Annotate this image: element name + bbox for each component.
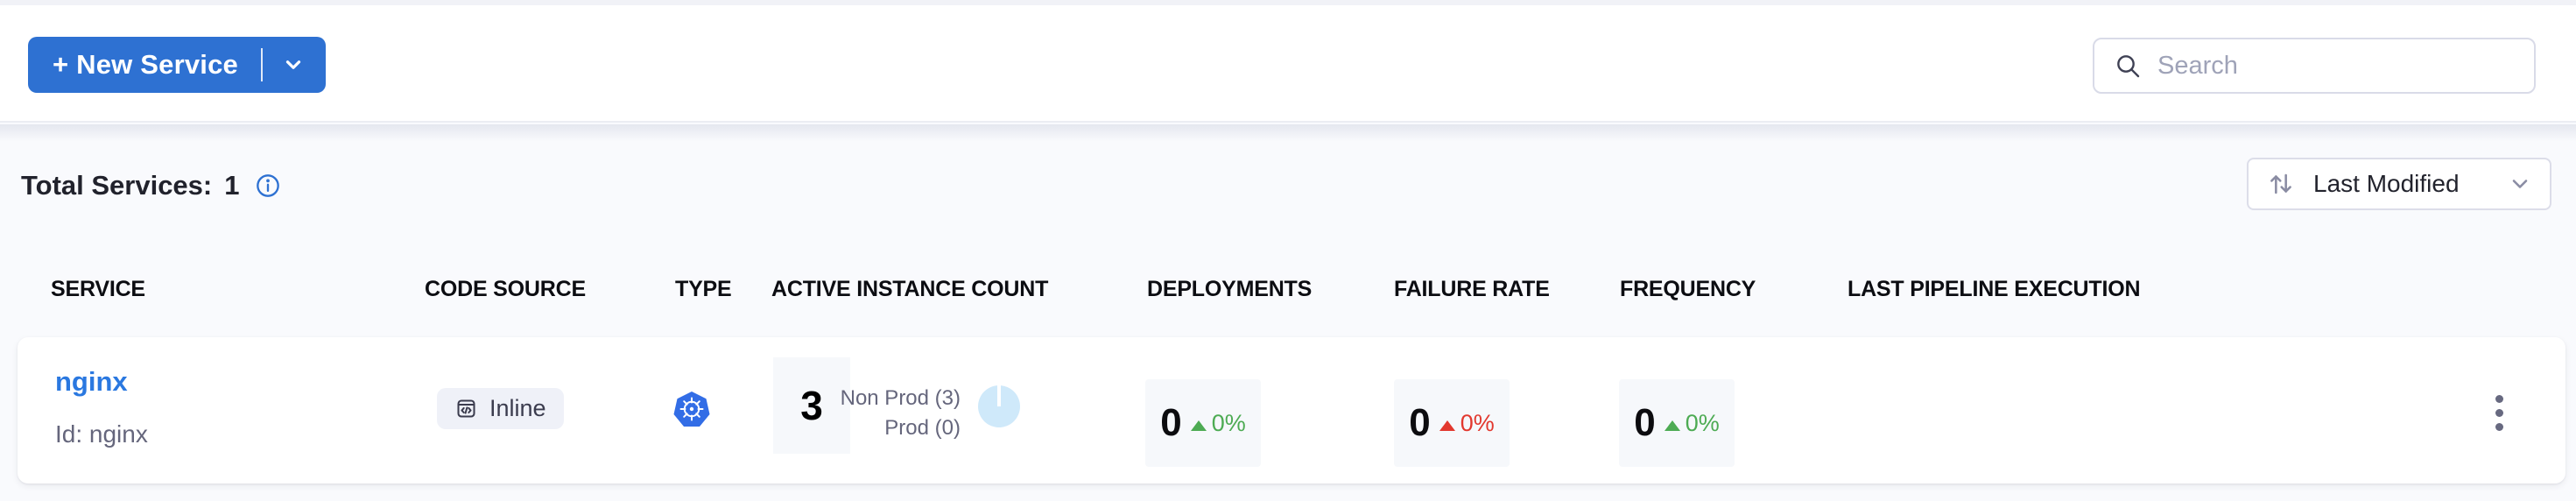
deployments-trend-pct: 0% xyxy=(1211,409,1246,436)
column-header-code-source: CODE SOURCE xyxy=(425,277,586,301)
deployments-value: 0 xyxy=(1160,401,1182,444)
frequency-value: 0 xyxy=(1634,401,1656,444)
deployments-trend: 0% xyxy=(1190,409,1246,437)
kebab-dot xyxy=(2495,422,2503,431)
prod-count-label: Prod (0) xyxy=(884,416,961,440)
search-input[interactable] xyxy=(2157,51,2515,81)
new-service-button[interactable]: + New Service xyxy=(28,37,326,93)
column-header-type: TYPE xyxy=(675,277,732,301)
pie-slice-divider xyxy=(997,385,1001,406)
row-options-menu-button[interactable] xyxy=(2481,388,2516,437)
instance-distribution-pie-chart xyxy=(978,385,1020,427)
failure-rate-value: 0 xyxy=(1409,401,1431,444)
sort-dropdown[interactable]: Last Modified xyxy=(2247,158,2551,210)
chevron-down-icon[interactable] xyxy=(282,53,305,76)
content-top-shadow xyxy=(0,124,2576,142)
frequency-stat: 0 0% xyxy=(1619,379,1735,467)
service-id-label: Id: nginx xyxy=(55,420,148,448)
frequency-trend: 0% xyxy=(1664,409,1720,437)
non-prod-count-label: Non Prod (3) xyxy=(840,386,961,410)
total-services-count: 1 xyxy=(224,170,240,201)
top-strip xyxy=(0,0,2576,5)
total-services-label: Total Services: xyxy=(21,170,213,201)
kebab-dot xyxy=(2495,408,2503,417)
sort-arrows-icon xyxy=(2266,169,2296,199)
new-service-label: + New Service xyxy=(53,49,238,80)
column-header-service: SERVICE xyxy=(51,277,145,301)
trend-up-icon xyxy=(1664,420,1680,431)
search-icon xyxy=(2114,52,2142,80)
search-box[interactable] xyxy=(2093,38,2536,94)
trend-up-icon xyxy=(1439,420,1455,431)
service-name-link[interactable]: nginx xyxy=(55,366,128,397)
top-toolbar: + New Service xyxy=(0,5,2576,123)
total-services-summary: Total Services: 1 xyxy=(21,170,280,201)
service-row[interactable]: nginx Id: nginx Inline xyxy=(18,337,2565,483)
frequency-trend-pct: 0% xyxy=(1685,409,1720,436)
column-header-frequency: FREQUENCY xyxy=(1620,277,1756,301)
failure-rate-stat: 0 0% xyxy=(1394,379,1510,467)
kebab-dot xyxy=(2495,394,2503,403)
failure-rate-trend-pct: 0% xyxy=(1460,409,1495,436)
environment-breakdown: Non Prod (3) Prod (0) xyxy=(836,384,961,443)
column-header-last-pipeline-execution: LAST PIPELINE EXECUTION xyxy=(1848,277,2141,301)
code-source-value: Inline xyxy=(489,395,546,421)
active-instance-count-value: 3 xyxy=(773,357,850,454)
failure-rate-trend: 0% xyxy=(1439,410,1495,437)
sort-selected-value: Last Modified xyxy=(2313,170,2460,197)
kubernetes-icon xyxy=(672,390,711,428)
chevron-down-icon xyxy=(2508,172,2532,196)
column-header-deployments: DEPLOYMENTS xyxy=(1147,277,1313,301)
code-source-badge: Inline xyxy=(437,388,564,429)
inline-code-icon xyxy=(454,397,478,420)
button-divider xyxy=(261,48,263,81)
column-header-failure-rate: FAILURE RATE xyxy=(1394,277,1550,301)
info-icon[interactable] xyxy=(256,173,280,198)
column-header-active-instance-count: ACTIVE INSTANCE COUNT xyxy=(771,277,1049,301)
deployments-stat: 0 0% xyxy=(1145,379,1261,467)
trend-up-icon xyxy=(1190,420,1207,431)
